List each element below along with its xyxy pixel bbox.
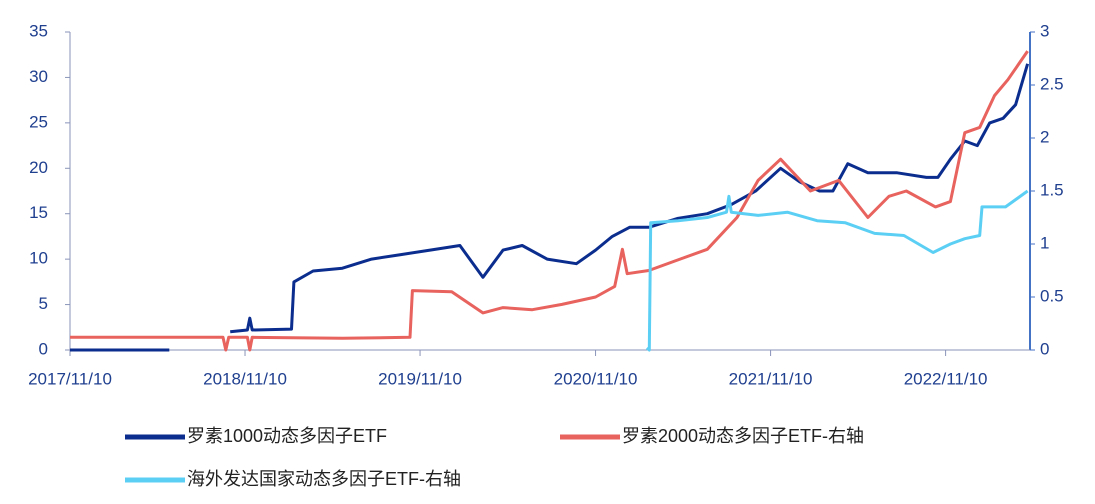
series-line xyxy=(70,63,1030,352)
x-tick-label: 2020/11/10 xyxy=(554,369,638,388)
y2-tick-label: 0 xyxy=(1040,339,1049,358)
series-line xyxy=(645,189,1029,352)
x-tick-label: 2017/11/10 xyxy=(28,369,112,388)
x-tick-label: 2021/11/10 xyxy=(729,369,813,388)
y2-tick-label: 2.5 xyxy=(1040,74,1064,93)
y-tick-label: 0 xyxy=(39,339,48,358)
y2-tick-label: 0.5 xyxy=(1040,286,1064,305)
y-tick-label: 10 xyxy=(29,249,48,268)
x-tick-label: 2022/11/10 xyxy=(904,369,988,388)
y2-tick-label: 3 xyxy=(1040,21,1049,40)
y2-tick-label: 1.5 xyxy=(1040,180,1064,199)
x-tick-label: 2018/11/10 xyxy=(203,369,287,388)
y-tick-label: 25 xyxy=(29,112,48,131)
x-tick-label: 2019/11/10 xyxy=(378,369,462,388)
y-tick-label: 30 xyxy=(29,67,48,86)
y-tick-label: 20 xyxy=(29,158,48,177)
y-tick-label: 5 xyxy=(39,294,48,313)
legend-label: 罗素2000动态多因子ETF-右轴 xyxy=(622,426,864,446)
y-tick-label: 15 xyxy=(29,203,48,222)
legend-label: 海外发达国家动态多因子ETF-右轴 xyxy=(187,469,461,489)
series-line xyxy=(70,50,1029,352)
y2-tick-label: 1 xyxy=(1040,233,1049,252)
legend-label: 罗素1000动态多因子ETF xyxy=(187,426,387,446)
y-tick-label: 35 xyxy=(29,21,48,40)
legend: 罗素1000动态多因子ETF 罗素2000动态多因子ETF-右轴海外发达国家动态多… xyxy=(125,426,864,489)
y2-tick-label: 2 xyxy=(1040,127,1049,146)
